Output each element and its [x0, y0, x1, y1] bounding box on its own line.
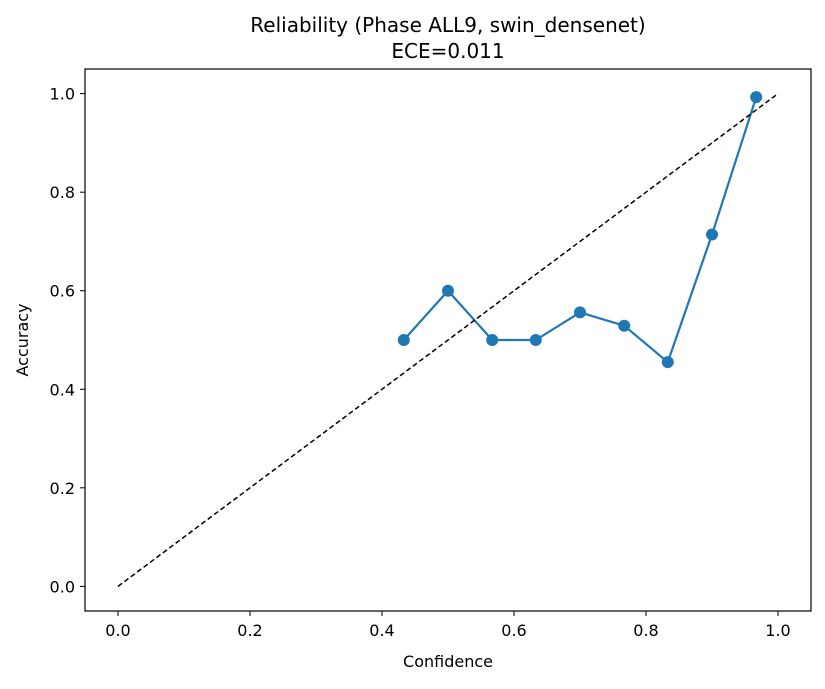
data-point — [529, 334, 542, 346]
y-tick-label: 0.0 — [50, 577, 75, 596]
plot-area — [117, 91, 779, 587]
x-tick-label: 1.0 — [765, 621, 790, 640]
series-line — [402, 96, 758, 364]
data-point — [574, 306, 586, 319]
data-point — [442, 284, 454, 297]
y-tick-label: 0.2 — [50, 479, 75, 498]
chart-subtitle: ECE=0.011 — [391, 39, 504, 63]
y-tick-label: 0.8 — [50, 183, 75, 202]
y-tick-label: 1.0 — [50, 85, 75, 104]
x-tick-label: 0.4 — [369, 621, 394, 640]
data-point — [706, 228, 718, 241]
x-tick-label: 0.6 — [501, 621, 526, 640]
x-tick-label: 0.8 — [633, 621, 658, 640]
y-tick-label: 0.4 — [50, 380, 75, 399]
data-point — [750, 91, 763, 104]
y-tick-label: 0.6 — [50, 282, 75, 301]
data-point — [486, 334, 499, 346]
plot-frame — [84, 68, 812, 612]
x-axis-label: Confidence — [403, 652, 493, 671]
data-point — [618, 319, 631, 332]
data-point — [661, 356, 674, 369]
diagonal-reference-line — [117, 93, 779, 587]
x-tick-label: 0.2 — [237, 621, 262, 640]
chart-title: Reliability (Phase ALL9, swin_densenet) — [250, 13, 645, 37]
x-tick-label: 0.0 — [105, 621, 130, 640]
y-axis-label: Accuracy — [13, 303, 32, 376]
data-point — [397, 334, 410, 346]
